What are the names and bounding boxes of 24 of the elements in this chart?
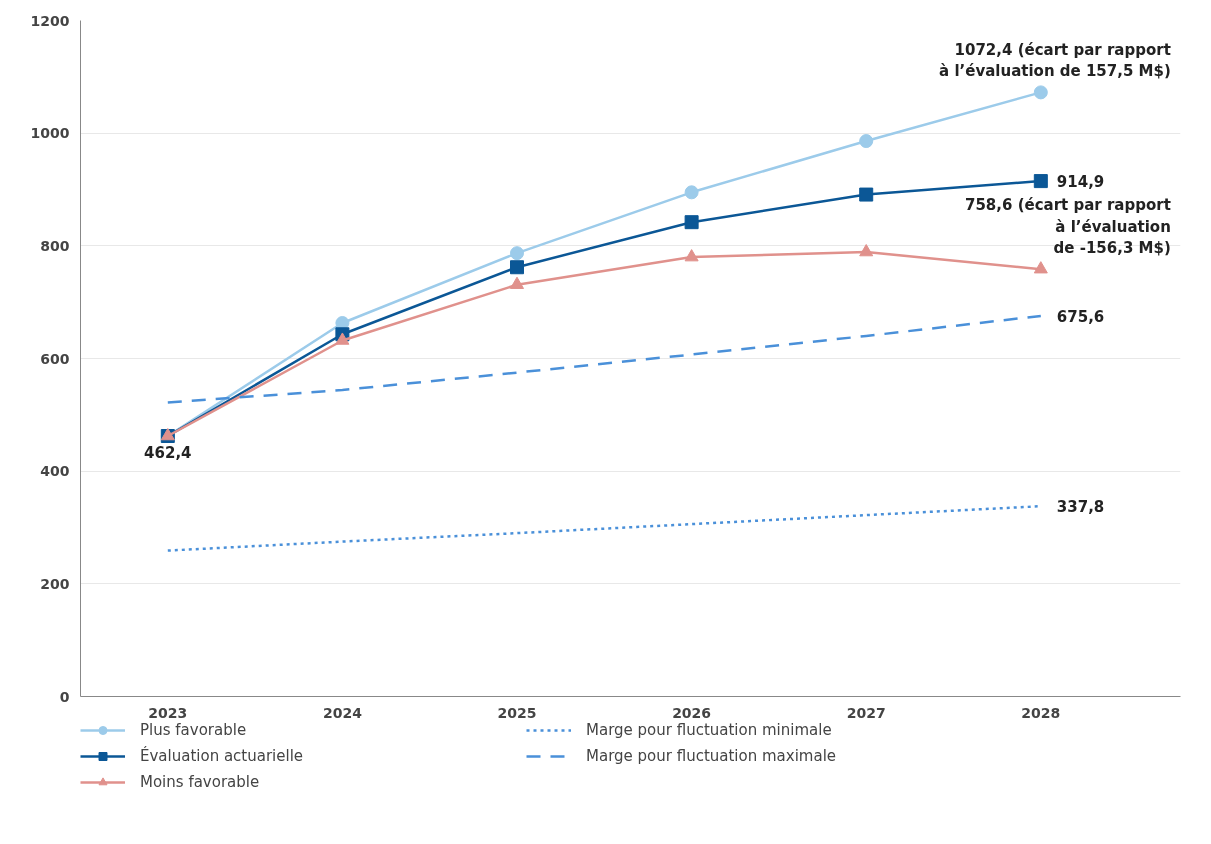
y-tick-label: 1200 (30, 12, 70, 29)
legend-label: Marge pour fluctuation maximale (586, 747, 838, 765)
y-tick-label: 400 (40, 463, 70, 480)
x-tick-label: 2024 (322, 704, 363, 721)
x-tick-label: 2025 (497, 704, 537, 721)
legend-label: Plus favorable (140, 721, 248, 739)
legend-label: Évaluation actuarielle (140, 747, 305, 765)
y-tick-label: 0 (59, 688, 70, 705)
annotation: 914,9 (1056, 173, 1105, 192)
annotation: 337,8 (1056, 498, 1105, 517)
x-tick-label: 2023 (148, 704, 188, 721)
y-tick-label: 200 (40, 575, 70, 592)
legend-label: Moins favorable (140, 773, 261, 791)
x-tick-label: 2028 (1021, 704, 1061, 721)
annotation: 758,6 (écart par rapport à l’évaluation de -156,3 M$) (964, 195, 1171, 258)
x-tick-label: 2026 (672, 704, 712, 721)
y-tick-label: 1000 (30, 125, 70, 142)
legend-label: Marge pour fluctuation minimale (586, 721, 833, 739)
y-tick-label: 600 (40, 350, 70, 367)
annotation: 1072,4 (écart par rapport à l’évaluation de 157,5 M$) (939, 40, 1171, 81)
annotation: 462,4 (144, 444, 192, 463)
x-tick-label: 2027 (846, 704, 886, 721)
annotation: 675,6 (1056, 307, 1105, 326)
y-tick-label: 800 (40, 237, 70, 254)
